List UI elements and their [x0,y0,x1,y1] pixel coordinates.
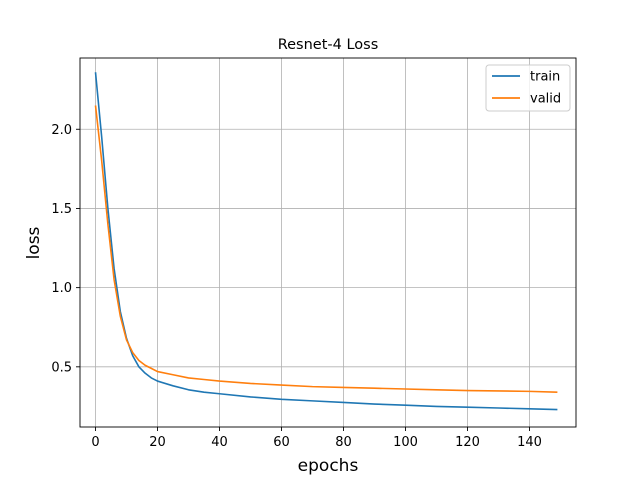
x-tick-label: 140 [517,435,542,450]
x-tick-label: 0 [91,435,99,450]
legend: train valid [485,64,571,112]
series-line-valid [94,105,558,393]
y-tick-label: 2.0 [51,123,72,138]
series-line-train [94,72,558,411]
y-axis-label: loss [24,226,44,259]
x-tick-label: 60 [273,435,290,450]
x-tick-label: 40 [211,435,228,450]
x-axis-label: epochs [298,456,359,476]
x-tick-label: 80 [335,435,352,450]
plot-area [80,58,576,427]
y-tick-label: 0.5 [51,360,72,375]
x-tick-label: 120 [455,435,480,450]
legend-label-valid: valid [530,92,561,107]
x-tick-label: 20 [149,435,166,450]
legend-label-train: train [530,70,560,85]
y-tick-label: 1.5 [51,202,72,217]
axes-layer: 0 20 40 60 80 100 120 140 0.5 1.0 1.5 2.0 [51,57,577,450]
chart-title: Resnet-4 Loss [278,37,379,53]
x-tick-label: 100 [393,435,418,450]
axes-frame [79,57,577,428]
y-tick-label: 1.0 [51,281,72,296]
